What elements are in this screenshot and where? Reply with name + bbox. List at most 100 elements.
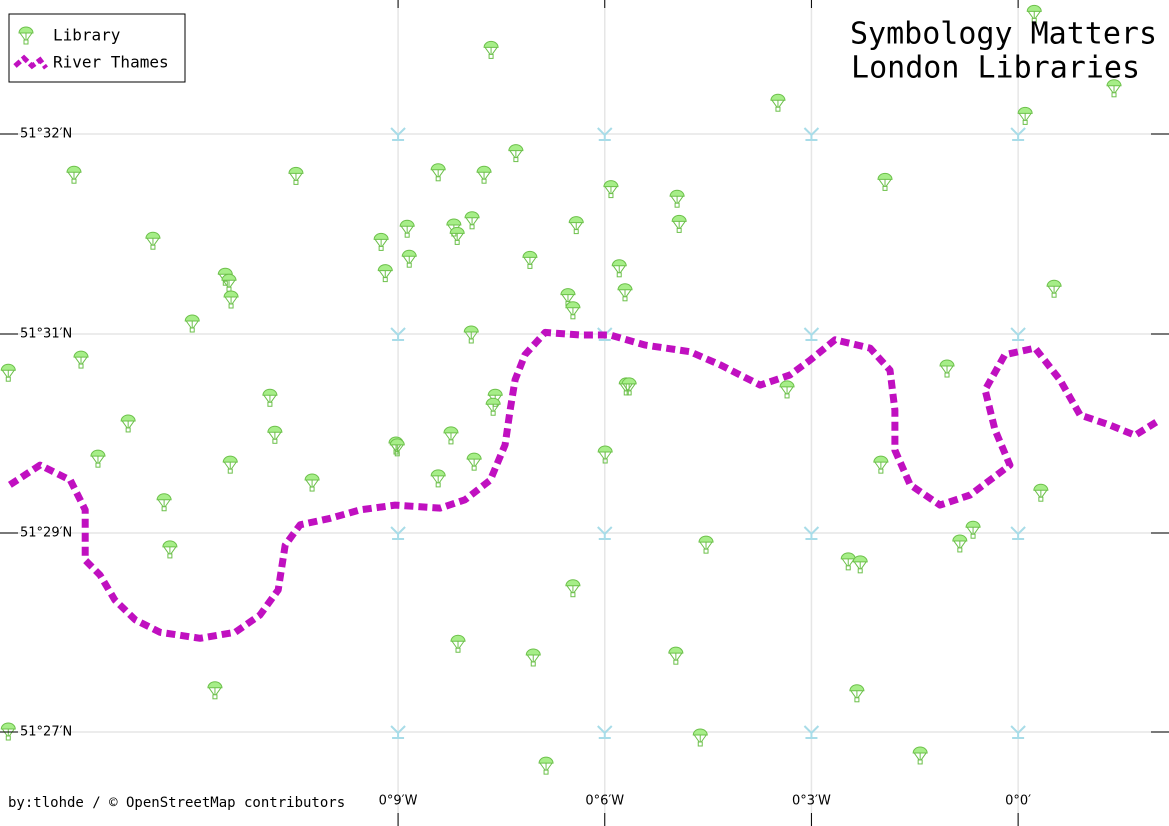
library-lines bbox=[263, 394, 277, 403]
library-canopy bbox=[852, 555, 868, 563]
library-canopy bbox=[377, 264, 393, 272]
library-lines bbox=[431, 475, 445, 484]
library-marker bbox=[401, 249, 417, 268]
library-box bbox=[573, 229, 579, 235]
library-marker bbox=[377, 264, 393, 283]
library-lines bbox=[121, 420, 135, 429]
library-lines bbox=[509, 150, 523, 158]
library-marker bbox=[565, 579, 581, 598]
library-lines bbox=[853, 561, 867, 570]
library-box bbox=[674, 202, 680, 208]
library-lines bbox=[1018, 113, 1032, 121]
library-canopy bbox=[671, 214, 687, 222]
library-canopy bbox=[873, 455, 889, 463]
library-box bbox=[293, 179, 299, 185]
x-tick-label: 0°6′W bbox=[585, 794, 624, 809]
library-box bbox=[5, 376, 11, 382]
library-marker bbox=[1033, 483, 1049, 502]
library-lines bbox=[539, 762, 553, 771]
x-tick-label: 0°0′ bbox=[1005, 794, 1031, 809]
library-box bbox=[570, 592, 576, 598]
library-canopy bbox=[223, 290, 239, 298]
library-canopy bbox=[267, 425, 283, 433]
library-lines bbox=[771, 99, 785, 108]
library-marker bbox=[430, 163, 446, 182]
library-canopy bbox=[603, 180, 619, 188]
library-box bbox=[125, 427, 131, 433]
library-canopy bbox=[430, 163, 446, 171]
legend-box bbox=[8, 13, 186, 83]
library-canopy bbox=[779, 380, 795, 388]
library-box bbox=[1051, 292, 1057, 298]
library-box bbox=[775, 106, 781, 112]
library-lines bbox=[672, 221, 686, 229]
grid-symbol bbox=[1010, 127, 1026, 141]
library-box bbox=[382, 277, 388, 283]
library-marker bbox=[770, 93, 786, 112]
library-lines bbox=[966, 526, 980, 535]
library-lines bbox=[444, 432, 458, 441]
library-lines bbox=[484, 47, 498, 55]
library-canopy bbox=[565, 301, 581, 309]
library-lines bbox=[222, 279, 236, 288]
library-box bbox=[212, 694, 218, 700]
library-box bbox=[471, 465, 477, 471]
library-marker bbox=[485, 397, 501, 416]
library-canopy bbox=[162, 540, 178, 548]
library-lines bbox=[874, 461, 888, 470]
library-marker bbox=[1046, 279, 1062, 298]
library-canopy bbox=[698, 535, 714, 543]
library-marker bbox=[466, 452, 482, 471]
grid-symbol bbox=[803, 327, 820, 341]
library-lines bbox=[598, 451, 612, 460]
grid-symbol bbox=[390, 127, 406, 141]
library-marker bbox=[288, 166, 304, 185]
library-lines bbox=[67, 171, 81, 180]
library-marker bbox=[877, 172, 893, 191]
map-title: Symbology Matters bbox=[850, 17, 1157, 52]
library-box bbox=[455, 647, 461, 653]
library-box bbox=[227, 468, 233, 474]
library-layer bbox=[0, 4, 1122, 775]
library-lines bbox=[878, 179, 892, 187]
library-marker bbox=[597, 445, 613, 464]
library-box bbox=[267, 401, 273, 407]
library-canopy bbox=[669, 189, 685, 197]
library-marker bbox=[668, 646, 684, 665]
legend-label: River Thames bbox=[53, 53, 169, 72]
library-marker bbox=[476, 165, 492, 184]
library-lines bbox=[467, 458, 481, 467]
library-marker bbox=[389, 438, 405, 457]
y-tick-label: 51°27′N bbox=[20, 725, 72, 740]
library-marker bbox=[450, 634, 466, 653]
library-box bbox=[5, 735, 11, 741]
x-tick-label: 0°9′W bbox=[379, 794, 418, 809]
library-canopy bbox=[525, 648, 541, 656]
library-lines bbox=[670, 195, 684, 204]
library-canopy bbox=[145, 231, 161, 239]
library-lines bbox=[374, 239, 388, 247]
library-box bbox=[957, 547, 963, 553]
library-canopy bbox=[401, 249, 417, 257]
library-marker bbox=[162, 540, 178, 559]
library-lines bbox=[850, 690, 864, 699]
library-marker bbox=[568, 216, 584, 235]
library-lines bbox=[561, 294, 575, 302]
grid-symbol bbox=[390, 725, 406, 739]
library-box bbox=[882, 185, 888, 191]
library-canopy bbox=[464, 211, 480, 219]
library-box bbox=[543, 769, 549, 775]
library-box bbox=[95, 462, 101, 468]
grid-symbol bbox=[1010, 526, 1026, 540]
library-canopy bbox=[120, 414, 136, 422]
library-marker bbox=[1017, 106, 1033, 125]
library-lines bbox=[19, 32, 33, 41]
library-lines bbox=[223, 461, 237, 470]
library-lines bbox=[464, 331, 478, 340]
library-lines bbox=[523, 257, 537, 265]
library-box bbox=[78, 363, 84, 369]
grid-symbol bbox=[390, 327, 406, 341]
library-lines bbox=[91, 455, 105, 464]
